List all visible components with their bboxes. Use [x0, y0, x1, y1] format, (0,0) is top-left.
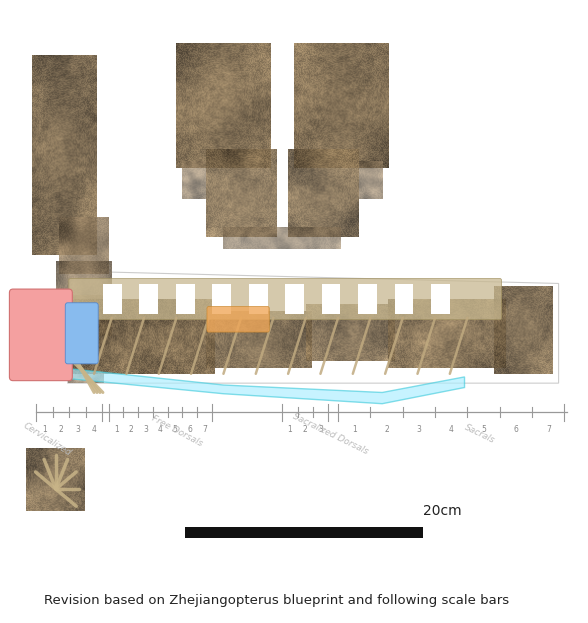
Bar — [185, 527, 423, 538]
Text: 1: 1 — [288, 425, 292, 434]
FancyBboxPatch shape — [69, 278, 502, 320]
Text: 3: 3 — [318, 425, 323, 434]
FancyBboxPatch shape — [9, 289, 72, 381]
Text: 6: 6 — [513, 425, 519, 434]
Bar — [395, 284, 413, 314]
Text: Sacrals: Sacrals — [463, 422, 497, 445]
Text: 4: 4 — [92, 425, 96, 434]
FancyBboxPatch shape — [207, 307, 269, 332]
Text: 2: 2 — [59, 425, 64, 434]
Bar — [431, 284, 450, 314]
Bar — [176, 284, 195, 314]
Polygon shape — [71, 369, 465, 404]
Text: 4: 4 — [158, 425, 163, 434]
Text: 2: 2 — [384, 425, 389, 434]
Text: 7: 7 — [202, 425, 207, 434]
Bar — [212, 284, 231, 314]
Bar — [322, 284, 340, 314]
Text: Free Dorsals: Free Dorsals — [150, 414, 204, 448]
Text: 5: 5 — [481, 425, 486, 434]
Text: Cervicalized: Cervicalized — [22, 422, 74, 459]
Text: Sacralized Dorsals: Sacralized Dorsals — [291, 412, 369, 456]
Text: 8 C: 8 C — [24, 325, 53, 342]
Bar — [249, 284, 268, 314]
Bar — [285, 284, 304, 314]
FancyBboxPatch shape — [65, 303, 98, 364]
Text: 1: 1 — [113, 425, 119, 434]
Text: 1: 1 — [42, 425, 47, 434]
Text: 4: 4 — [449, 425, 454, 434]
Text: 2: 2 — [303, 425, 308, 434]
Text: 5: 5 — [172, 425, 178, 434]
Text: 3: 3 — [75, 425, 80, 434]
Text: 6: 6 — [187, 425, 192, 434]
Text: 7: 7 — [546, 425, 551, 434]
Text: 3: 3 — [143, 425, 148, 434]
Bar — [358, 284, 377, 314]
Text: 3: 3 — [416, 425, 422, 434]
Text: 20cm: 20cm — [423, 505, 462, 518]
Text: 1: 1 — [352, 425, 357, 434]
Bar — [103, 284, 122, 314]
Text: 2: 2 — [128, 425, 133, 434]
Bar — [139, 284, 158, 314]
Text: Revision based on Zhejiangopterus blueprint and following scale bars: Revision based on Zhejiangopterus bluepr… — [44, 594, 509, 607]
